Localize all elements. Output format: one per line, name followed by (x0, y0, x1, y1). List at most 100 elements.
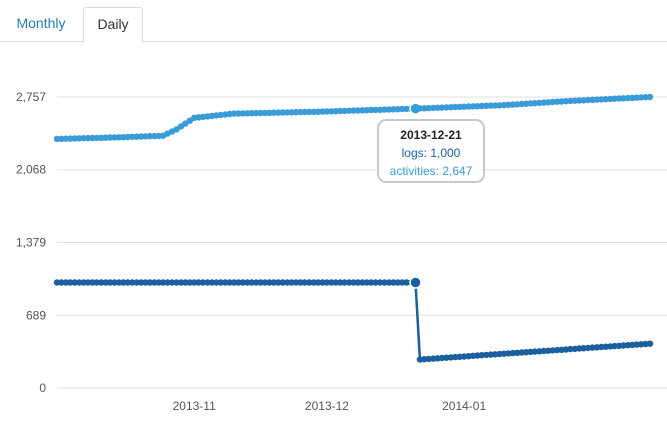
data-point-logs (53, 279, 61, 286)
series-layer (53, 93, 654, 363)
data-point-logs (84, 279, 92, 286)
data-point-logs (120, 279, 127, 286)
data-point-activities (93, 134, 101, 142)
data-point-logs (354, 279, 362, 286)
data-point-logs (195, 279, 202, 286)
y-tick-label: 2,068 (16, 163, 46, 177)
data-point-logs (115, 279, 123, 286)
grid-lines (57, 96, 667, 389)
data-point-logs (363, 279, 370, 286)
y-tick-label: 689 (26, 308, 46, 322)
data-point-logs (102, 279, 109, 286)
data-point-activities (637, 94, 645, 101)
data-point-logs (359, 279, 366, 286)
data-point-activities (288, 109, 295, 116)
data-point-logs (226, 279, 233, 286)
data-point-logs (310, 279, 317, 286)
data-point-logs (314, 279, 322, 286)
x-axis-labels: 2013-11 2013-12 2014-01 (173, 399, 487, 413)
data-point-logs (80, 279, 87, 286)
data-point-activities (567, 97, 574, 105)
data-point-logs (67, 279, 74, 286)
data-point-logs (239, 279, 247, 286)
data-point-logs (204, 279, 211, 286)
data-point-activities (460, 103, 468, 110)
y-tick-label: 1,379 (16, 235, 46, 249)
hover-point-logs (409, 276, 422, 289)
series-activities (53, 93, 654, 143)
data-point-logs (151, 279, 158, 286)
data-point-logs (279, 279, 286, 286)
data-point-logs (71, 279, 78, 286)
data-point-logs (58, 279, 65, 286)
x-tick-label: 2013-11 (173, 399, 216, 413)
data-point-logs (403, 279, 410, 286)
data-point-logs (186, 279, 193, 286)
data-point-logs (111, 279, 118, 286)
data-point-logs (248, 279, 255, 286)
data-point-logs (230, 279, 238, 286)
data-point-logs (164, 279, 171, 286)
data-point-activities (341, 107, 348, 115)
data-point-logs (372, 279, 379, 286)
data-point-activities (372, 106, 379, 114)
data-point-logs (337, 279, 344, 286)
y-tick-label: 0 (39, 381, 46, 395)
data-point-logs (75, 279, 83, 286)
data-point-activities (646, 93, 654, 101)
data-point-logs (341, 279, 348, 286)
data-point-logs (288, 279, 295, 286)
data-point-activities (58, 135, 65, 142)
data-point-activities (390, 106, 397, 113)
data-point-logs (399, 279, 406, 286)
data-point-activities (252, 109, 260, 117)
data-point-logs (275, 279, 282, 286)
data-point-logs (124, 279, 131, 286)
data-point-logs (252, 279, 260, 286)
data-point-logs (270, 279, 277, 286)
data-point-logs (137, 279, 145, 286)
data-point-logs (155, 279, 162, 286)
data-point-logs (89, 279, 96, 286)
data-point-logs (106, 279, 114, 286)
data-point-activities (354, 107, 362, 114)
data-point-logs (173, 279, 180, 286)
x-tick-label: 2013-12 (305, 399, 349, 413)
series-logs (53, 276, 654, 363)
data-point-activities (323, 108, 331, 115)
data-point-logs (235, 279, 242, 286)
data-point-logs (394, 279, 401, 286)
data-point-logs (328, 279, 335, 286)
data-point-logs (350, 279, 357, 286)
data-point-logs (62, 279, 70, 286)
data-point-activities (425, 104, 432, 112)
data-point-logs (98, 279, 105, 286)
data-point-logs (301, 279, 308, 286)
data-point-logs (168, 279, 176, 286)
tooltip-date: 2013-12-21 (400, 128, 462, 142)
tab-monthly[interactable]: Monthly (16, 15, 66, 31)
tooltip: 2013-12-21 logs: 1,000 activities: 2,647 (377, 119, 485, 183)
data-point-logs (261, 279, 269, 286)
data-point-activities (75, 135, 83, 142)
data-point-logs (182, 279, 189, 286)
data-point-logs (381, 279, 388, 286)
data-point-logs (297, 279, 304, 286)
tab-daily[interactable]: Daily (83, 7, 143, 43)
data-point-logs (368, 279, 375, 286)
data-point-activities (602, 96, 609, 103)
data-point-logs (129, 279, 136, 286)
data-point-logs (266, 279, 273, 286)
y-axis-labels: 0 689 1,379 2,068 2,757 (16, 90, 46, 395)
data-point-logs (385, 279, 393, 286)
data-point-logs (376, 279, 384, 286)
data-point-logs (646, 340, 654, 347)
data-point-activities (270, 109, 277, 116)
data-point-logs (257, 279, 264, 286)
data-point-logs (283, 279, 291, 286)
data-point-activities (496, 102, 503, 109)
data-point-logs (345, 279, 353, 286)
data-point-activities (620, 95, 627, 102)
data-point-logs (222, 279, 229, 286)
data-point-logs (93, 279, 101, 286)
